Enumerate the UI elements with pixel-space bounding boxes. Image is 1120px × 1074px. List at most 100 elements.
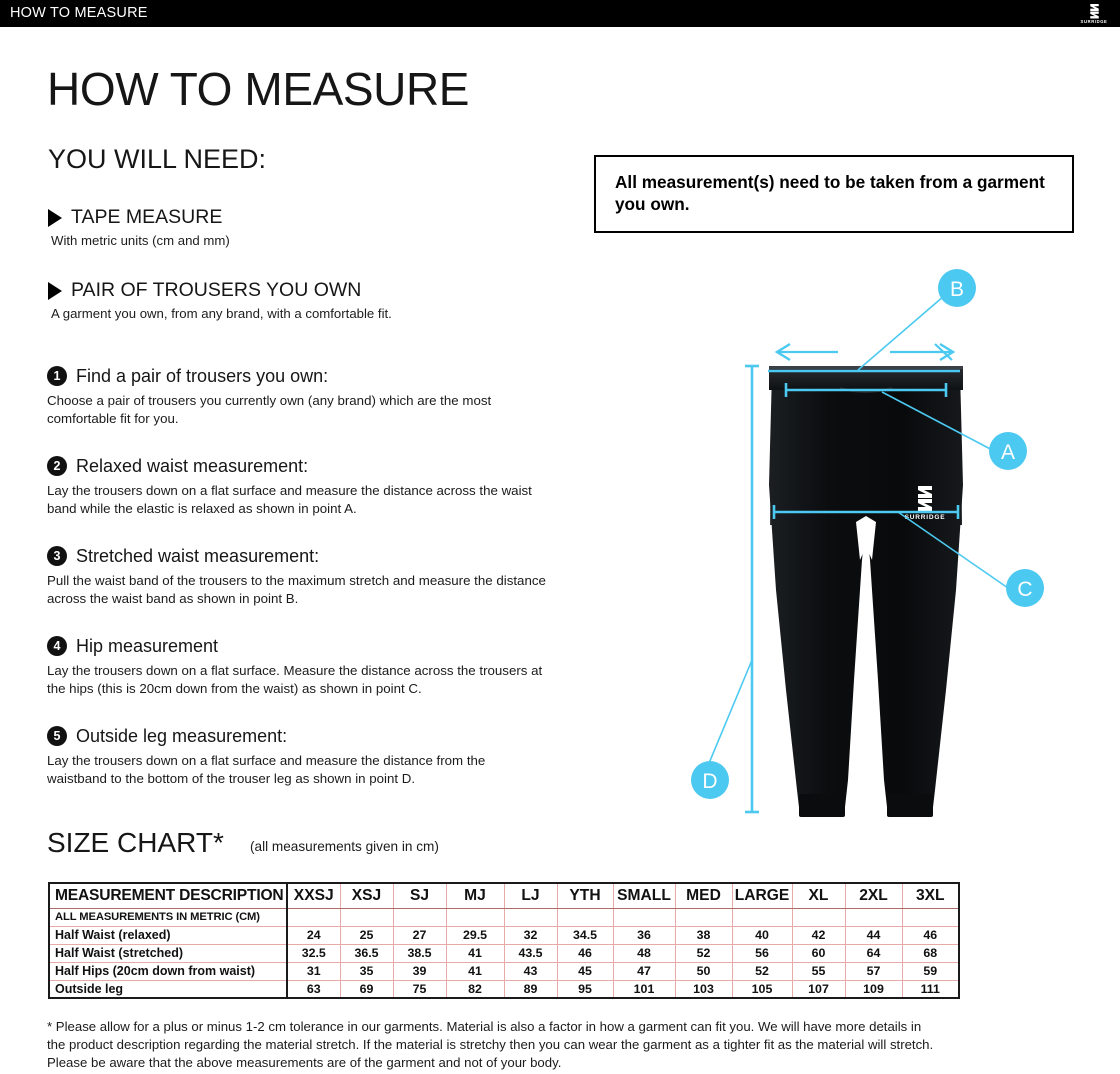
- column-header-size: LJ: [503, 882, 558, 909]
- you-will-need-heading: YOU WILL NEED:: [48, 144, 267, 174]
- table-cell: 101: [612, 979, 676, 999]
- table-row: Half Hips (20cm down from waist) 31 35 3…: [48, 961, 960, 981]
- table-cell: 35: [339, 961, 394, 981]
- table-cell: 32: [503, 925, 558, 945]
- step-1: 1 Find a pair of trousers you own: Choos…: [47, 366, 547, 427]
- marker-d: D: [691, 761, 729, 799]
- surridge-s-monogram-icon: [1089, 3, 1099, 19]
- empty-cell: [503, 907, 558, 927]
- measurement-lines: [745, 342, 960, 814]
- step-body: Choose a pair of trousers you currently …: [47, 393, 492, 426]
- table-cell: 52: [674, 943, 733, 963]
- table-cell: 52: [731, 961, 793, 981]
- table-cell: 95: [556, 979, 614, 999]
- column-header-size: YTH: [556, 882, 614, 909]
- table-cell: 41: [445, 961, 505, 981]
- size-chart-table-wrap: MEASUREMENT DESCRIPTION XXSJ XSJ SJ MJ L…: [48, 882, 960, 999]
- table-row: Outside leg 63 69 75 82 89 95 101 103 10…: [48, 979, 960, 999]
- table-cell: 41: [445, 943, 505, 963]
- metric-note-label: ALL MEASUREMENTS IN METRIC (CM): [48, 907, 288, 927]
- step-number-badge: 2: [47, 456, 67, 476]
- column-header-size: XSJ: [339, 882, 394, 909]
- column-header-size: XXSJ: [286, 882, 341, 909]
- table-cell: 111: [901, 979, 960, 999]
- empty-cell: [339, 907, 394, 927]
- size-chart-heading: SIZE CHART*: [47, 827, 224, 858]
- table-cell: 40: [731, 925, 793, 945]
- empty-cell: [731, 907, 793, 927]
- step-title: Hip measurement: [76, 635, 219, 656]
- marker-a-label: A: [1001, 441, 1015, 464]
- step-body: Lay the trousers down on a flat surface …: [47, 483, 532, 516]
- table-cell: 64: [844, 943, 903, 963]
- table-row-metric-note: ALL MEASUREMENTS IN METRIC (CM): [48, 907, 960, 927]
- table-cell: 25: [339, 925, 394, 945]
- size-chart-note: (all measurements given in cm): [250, 839, 439, 854]
- table-cell: 39: [392, 961, 447, 981]
- table-cell: 43: [503, 961, 558, 981]
- step-body: Lay the trousers down on a flat surface.…: [47, 663, 543, 696]
- table-cell: 38: [674, 925, 733, 945]
- marker-leader-lines: [701, 295, 1009, 781]
- step-title: Outside leg measurement:: [76, 725, 288, 746]
- table-cell: 38.5: [392, 943, 447, 963]
- empty-cell: [674, 907, 733, 927]
- row-label: Half Waist (relaxed): [48, 925, 288, 945]
- table-cell: 31: [286, 961, 341, 981]
- table-cell: 107: [791, 979, 846, 999]
- step-number-badge: 1: [47, 366, 67, 386]
- table-cell: 109: [844, 979, 903, 999]
- header-title: HOW TO MEASURE: [10, 5, 148, 21]
- table-cell: 44: [844, 925, 903, 945]
- need-item-title: PAIR OF TROUSERS YOU OWN: [71, 279, 362, 301]
- table-cell: 57: [844, 961, 903, 981]
- page-title: HOW TO MEASURE: [47, 63, 470, 115]
- table-cell: 89: [503, 979, 558, 999]
- callout-box: All measurement(s) need to be taken from…: [594, 155, 1074, 233]
- table-header-row: MEASUREMENT DESCRIPTION XXSJ XSJ SJ MJ L…: [48, 882, 960, 909]
- table-cell: 105: [731, 979, 793, 999]
- table-cell: 29.5: [445, 925, 505, 945]
- table-cell: 56: [731, 943, 793, 963]
- marker-d-label: D: [702, 770, 717, 793]
- need-item-trousers: PAIR OF TROUSERS YOU OWN A garment you o…: [48, 279, 392, 322]
- step-3: 3 Stretched waist measurement: Pull the …: [47, 546, 547, 607]
- table-cell: 103: [674, 979, 733, 999]
- table-cell: 45: [556, 961, 614, 981]
- triangle-bullet-icon: [48, 281, 62, 300]
- table-cell: 46: [556, 943, 614, 963]
- table-cell: 55: [791, 961, 846, 981]
- need-item-title: TAPE MEASURE: [71, 206, 223, 228]
- need-item-subtitle: With metric units (cm and mm): [51, 232, 230, 248]
- brand-wordmark: SURRIDGE: [1080, 18, 1108, 24]
- column-header-size: 2XL: [844, 882, 903, 909]
- marker-c-label: C: [1017, 578, 1032, 601]
- row-label: Half Waist (stretched): [48, 943, 288, 963]
- empty-cell: [612, 907, 676, 927]
- marker-b-label: B: [950, 278, 964, 301]
- callout-text: All measurement(s) need to be taken from…: [615, 172, 1045, 215]
- table-cell: 59: [901, 961, 960, 981]
- triangle-bullet-icon: [48, 208, 62, 227]
- row-label: Half Hips (20cm down from waist): [48, 961, 288, 981]
- table-cell: 60: [791, 943, 846, 963]
- empty-cell: [791, 907, 846, 927]
- column-header-description: MEASUREMENT DESCRIPTION: [48, 882, 288, 909]
- table-cell: 24: [286, 925, 341, 945]
- column-header-size: MED: [674, 882, 733, 909]
- svg-text:SURRIDGE: SURRIDGE: [905, 514, 946, 521]
- column-header-size: MJ: [445, 882, 505, 909]
- column-header-size: SJ: [392, 882, 447, 909]
- table-cell: 32.5: [286, 943, 341, 963]
- step-number-badge: 5: [47, 726, 67, 746]
- column-header-size: LARGE: [731, 882, 793, 909]
- table-row: Half Waist (stretched) 32.5 36.5 38.5 41…: [48, 943, 960, 963]
- garment-brand-print: SURRIDGE: [905, 486, 946, 521]
- step-2: 2 Relaxed waist measurement: Lay the tro…: [47, 456, 547, 517]
- column-header-size: SMALL: [612, 882, 676, 909]
- table-cell: 69: [339, 979, 394, 999]
- step-title: Find a pair of trousers you own:: [76, 365, 329, 386]
- table-cell: 34.5: [556, 925, 614, 945]
- step-4: 4 Hip measurement Lay the trousers down …: [47, 636, 547, 697]
